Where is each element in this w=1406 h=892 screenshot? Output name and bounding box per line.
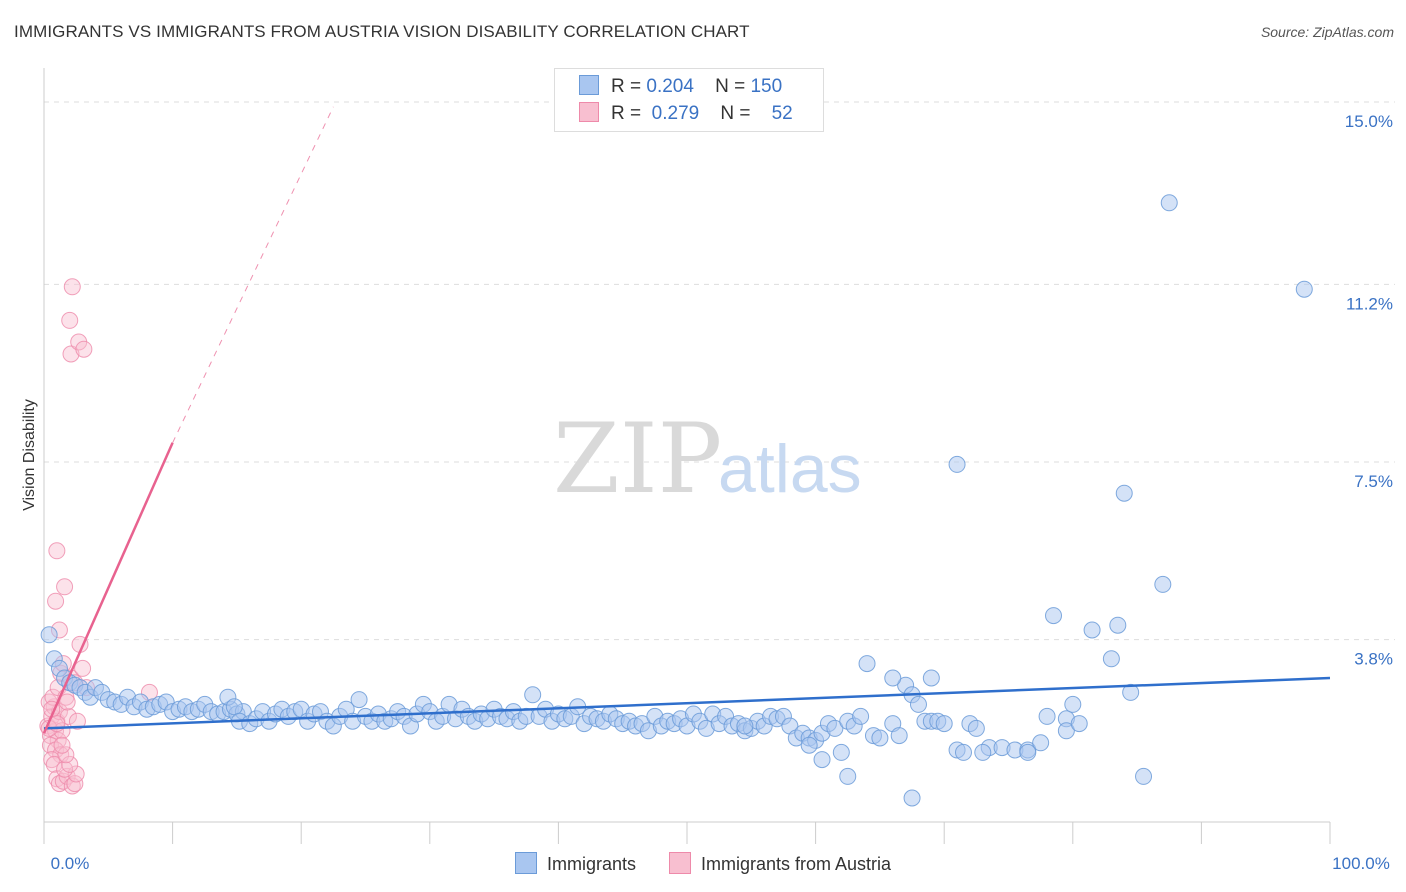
immigrant-point bbox=[1109, 616, 1127, 634]
immigrant-point bbox=[839, 767, 857, 785]
legend-label: Immigrants from Austria bbox=[700, 854, 892, 874]
y-tick-label: 11.2% bbox=[1346, 294, 1393, 313]
legend-r-value: 0.279 bbox=[651, 103, 700, 124]
legend-r-value: 0.204 bbox=[646, 76, 694, 97]
y-axis-title: Vision Disability bbox=[21, 399, 38, 511]
legend-r-label: R = bbox=[611, 76, 642, 97]
watermark: ZIP atlas bbox=[553, 403, 862, 515]
immigrant-point bbox=[967, 719, 985, 737]
y-tick-labels: 3.8% 7.5% 11.2% 15.0% bbox=[1345, 112, 1393, 669]
legend-item-immigrants[interactable]: Immigrants bbox=[514, 852, 636, 875]
series-legend: Immigrants Immigrants from Austria bbox=[0, 852, 1406, 875]
immigrant-point bbox=[890, 727, 908, 745]
austria-points bbox=[39, 278, 158, 795]
austria-point bbox=[75, 340, 93, 358]
immigrant-point bbox=[954, 743, 972, 761]
stats-legend: R = 0.204 N = 150 R = 0.279 N = 52 bbox=[554, 68, 824, 132]
immigrant-point bbox=[1064, 695, 1082, 713]
immigrant-point bbox=[832, 743, 850, 761]
immigrant-point bbox=[948, 455, 966, 473]
immigrant-point bbox=[1057, 722, 1075, 740]
immigrant-point bbox=[1102, 650, 1120, 668]
x-tick-label: 100.0% bbox=[1332, 854, 1390, 873]
immigrant-point bbox=[826, 719, 844, 737]
austria-point bbox=[56, 578, 74, 596]
immigrant-point bbox=[1154, 575, 1172, 593]
immigrant-point bbox=[1032, 734, 1050, 752]
austria-point bbox=[53, 736, 71, 754]
chart-title: IMMIGRANTS VS IMMIGRANTS FROM AUSTRIA VI… bbox=[14, 22, 750, 41]
immigrant-point bbox=[350, 691, 368, 709]
immigrants-swatch-icon bbox=[514, 852, 537, 874]
x-tick-label: 0.0% bbox=[51, 854, 90, 873]
immigrant-point bbox=[909, 695, 927, 713]
watermark-atlas: atlas bbox=[718, 431, 862, 507]
trend-lines bbox=[42, 106, 1331, 734]
x-tick-labels: 0.0% 100.0% bbox=[51, 854, 1390, 873]
austria-trend-extension bbox=[172, 106, 334, 444]
immigrant-point bbox=[1019, 743, 1037, 761]
immigrant-point bbox=[1122, 683, 1140, 701]
immigrant-point bbox=[813, 751, 831, 769]
immigrant-point bbox=[1160, 194, 1178, 212]
austria-point bbox=[57, 746, 75, 764]
legend-row-austria: R = 0.279 N = 52 bbox=[579, 102, 793, 126]
austria-point bbox=[47, 592, 65, 610]
legend-item-austria[interactable]: Immigrants from Austria bbox=[668, 852, 892, 875]
austria-point bbox=[61, 755, 79, 773]
immigrant-point bbox=[800, 736, 818, 754]
immigrant-point bbox=[974, 743, 992, 761]
austria-point bbox=[68, 712, 86, 730]
immigrant-point bbox=[1115, 484, 1133, 502]
legend-row-immigrants: R = 0.204 N = 150 bbox=[579, 75, 782, 99]
legend-label: Immigrants bbox=[546, 854, 636, 874]
austria-point bbox=[63, 278, 81, 296]
grid-lines bbox=[44, 101, 1395, 641]
immigrant-point bbox=[40, 626, 58, 644]
immigrant-point bbox=[1070, 715, 1088, 733]
austria-point bbox=[56, 760, 74, 778]
austria-point bbox=[45, 755, 63, 773]
austria-swatch-icon bbox=[579, 102, 599, 122]
immigrant-point bbox=[736, 717, 754, 735]
legend-n-value: 150 bbox=[750, 76, 783, 97]
austria-swatch-icon bbox=[668, 852, 691, 874]
austria-point bbox=[62, 345, 80, 363]
immigrant-point bbox=[935, 715, 953, 733]
legend-n-label: N = bbox=[720, 103, 751, 124]
immigrant-point bbox=[1135, 767, 1153, 785]
immigrant-point bbox=[922, 669, 940, 687]
austria-point bbox=[48, 542, 66, 560]
immigrant-point bbox=[858, 655, 876, 673]
immigrants-trend-line bbox=[43, 676, 1331, 730]
immigrant-point bbox=[871, 729, 889, 747]
immigrant-point bbox=[884, 669, 902, 687]
immigrants-swatch-icon bbox=[579, 75, 599, 95]
legend-n-value: 52 bbox=[771, 103, 793, 124]
immigrant-point bbox=[524, 686, 542, 704]
y-tick-label: 7.5% bbox=[1354, 472, 1393, 491]
y-tick-label: 15.0% bbox=[1345, 112, 1393, 131]
immigrant-point bbox=[1045, 607, 1063, 625]
immigrant-point bbox=[852, 707, 870, 725]
austria-point bbox=[61, 311, 79, 329]
austria-trend-line bbox=[42, 442, 174, 734]
immigrant-points bbox=[40, 194, 1313, 807]
immigrant-point bbox=[225, 698, 243, 716]
legend-r-label: R = bbox=[611, 103, 642, 124]
legend-n-label: N = bbox=[715, 76, 746, 97]
source-label: Source: ZipAtlas.com bbox=[1260, 24, 1394, 40]
y-tick-label: 3.8% bbox=[1354, 650, 1393, 669]
immigrant-point bbox=[1038, 707, 1056, 725]
immigrant-point bbox=[1295, 280, 1313, 298]
austria-point bbox=[74, 659, 92, 677]
immigrant-point bbox=[903, 789, 921, 807]
immigrant-point bbox=[1083, 621, 1101, 639]
watermark-zip: ZIP bbox=[553, 403, 722, 515]
